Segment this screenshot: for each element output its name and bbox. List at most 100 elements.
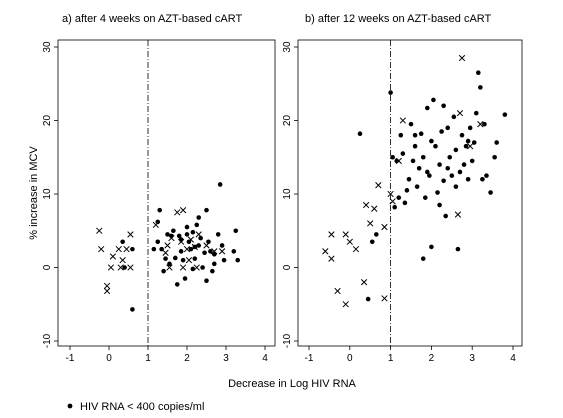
panel-a-cross-point	[218, 248, 226, 255]
panel-b-dot-point	[437, 162, 442, 167]
panel-b-x-tick-label: 0	[347, 353, 353, 364]
panel-b-dot-point	[412, 143, 418, 149]
panel-b-dot-point	[443, 213, 448, 219]
panel-a-dot-point	[151, 246, 157, 252]
panel-b-cross-point	[328, 255, 335, 262]
panel-b-dot-point	[420, 154, 426, 160]
panel-a-dot-point	[204, 207, 209, 213]
panel-b-dot-point	[429, 244, 434, 250]
panel-b-cross-point	[342, 301, 349, 308]
panel-b-dot-point	[402, 200, 408, 206]
panel-a-dot-point	[130, 246, 135, 252]
panel-b-dot-point	[463, 143, 469, 149]
panel-a-cross-point	[115, 245, 122, 253]
panel-a-cross-point	[109, 253, 117, 260]
panel-a-dot-point	[157, 207, 162, 213]
panel-a: a) after 4 weeks on AZT-based cART -1 0 1 2…	[42, 13, 276, 364]
panel-b-dot-point	[457, 169, 463, 175]
panel-b-dot-point	[445, 125, 451, 131]
panel-a-y-tick-label: -10	[42, 333, 53, 348]
panel-b-dot-point	[502, 112, 508, 117]
panel-a-title: a) after 4 weeks on AZT-based cART	[62, 13, 242, 25]
legend-dot-marker	[67, 403, 73, 409]
panel-a-cross-point	[123, 245, 130, 253]
panel-a-dot-point	[212, 261, 217, 267]
panel-a-dot-point	[167, 261, 172, 267]
panel-a-dot-point	[208, 249, 213, 254]
panel-a-dot-point	[120, 239, 125, 245]
panel-b-x-tick-label: -1	[305, 353, 314, 364]
panel-b-cross-point	[389, 198, 396, 205]
panel-b-cross-point	[322, 248, 329, 255]
panel-b-dot-point	[406, 177, 412, 182]
panel-b-dot-point	[465, 138, 471, 144]
panel-b-dot-point	[494, 140, 499, 145]
panel-b-dot-point	[431, 97, 436, 103]
panel-a-cross-point	[195, 231, 202, 238]
panel-b-dot-point	[461, 162, 467, 167]
panel-a-x-tick-label: -1	[66, 353, 75, 364]
panel-a-dot-point	[192, 256, 198, 261]
panel-a-cross-point	[162, 249, 169, 256]
panel-a-x-tick-label: 1	[145, 353, 151, 364]
panel-b-dot-point	[418, 131, 424, 137]
panel-b-dot-point	[425, 169, 430, 175]
panel-b-dot-point	[455, 246, 461, 252]
panel-b-dot-point	[435, 190, 440, 195]
panel-b-cross-point	[352, 245, 360, 253]
panel-b-dot-point	[476, 70, 481, 76]
panel-b-cross-point	[367, 220, 374, 227]
panel-b-dot-point	[433, 143, 438, 149]
panel-a-cross-point	[179, 207, 187, 214]
panel-b-y-tick-label: 10	[282, 188, 293, 200]
panel-b-cross-point	[371, 205, 378, 212]
panel-a-cross-point	[107, 264, 115, 271]
panel-b-cross-point	[360, 279, 368, 286]
panel-a-cross-point	[166, 264, 173, 271]
panel-a-cross-point	[183, 245, 191, 253]
panel-a-plot-frame	[57, 39, 276, 347]
panel-a-cross-point	[174, 209, 181, 216]
panel-a-dot-point	[194, 222, 200, 228]
panel-b-cross-point	[387, 190, 394, 198]
panel-a-dot-point	[171, 228, 176, 234]
panel-a-x-tick-label: 4	[262, 353, 268, 364]
panel-a-dot-point	[174, 282, 180, 287]
legend-label: HIV RNA < 400 copies/ml	[80, 401, 204, 413]
panel-b-dot-point	[492, 154, 497, 160]
panel-b-dot-point	[404, 188, 410, 193]
panel-a-cross-point	[127, 231, 134, 238]
panel-a-dot-point	[173, 255, 178, 261]
panel-a-dot-point	[221, 257, 227, 263]
panel-b-cross-point	[381, 223, 388, 231]
panel-b-plot-frame	[297, 39, 523, 347]
panel-b-dot-point	[420, 256, 426, 261]
panel-a-dot-point	[202, 250, 207, 256]
panel-a-dot-point	[190, 266, 196, 272]
panel-a-cross-point	[152, 221, 159, 229]
panel-b-dot-point	[453, 147, 459, 153]
panel-b-dot-point	[390, 154, 395, 160]
panel-a-dot-point	[122, 265, 127, 270]
panel-a-cross-point	[179, 264, 187, 271]
panel-b-y-tick-label: 0	[282, 264, 293, 270]
panel-b-dot-point	[488, 190, 493, 195]
panel-b-dot-point	[408, 121, 414, 127]
panel-b-x-tick-label: 4	[510, 353, 516, 364]
panel-a-dot-point	[163, 256, 168, 261]
panel-a-dot-point	[176, 233, 182, 239]
panel-b-dot-point	[422, 195, 428, 200]
panel-b-dot-point	[398, 132, 404, 138]
panel-b-x-tick-label: 3	[469, 353, 475, 364]
panel-b-dot-point	[416, 165, 422, 171]
panel-b-dot-point	[412, 132, 418, 138]
panel-b-dot-point	[388, 90, 393, 95]
panel-b-cross-point	[395, 157, 402, 165]
panel-b-x-tick-label: 2	[429, 353, 435, 364]
panel-a-dot-point	[190, 229, 196, 235]
panel-b-dot-point	[400, 151, 406, 156]
panel-b-cross-point	[381, 295, 388, 302]
